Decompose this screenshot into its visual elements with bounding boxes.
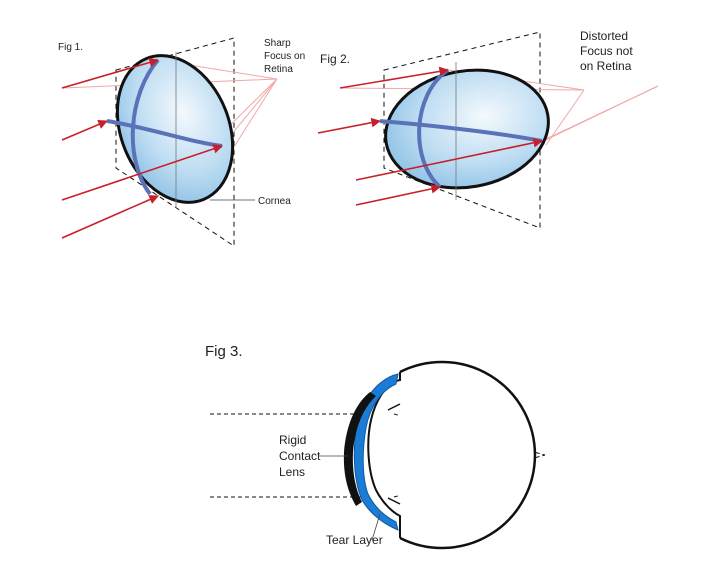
fig1-focal-plane [115,37,235,247]
fig3-rigid-lens [343,392,376,506]
fig3-title: Fig 3. [205,343,243,360]
fig2-incoming-rays [317,66,543,206]
fig2-focus-label-3: on Retina [580,59,632,73]
fig2-focus-label-2: Focus not [580,44,633,58]
fig3-tear-pointer [371,513,381,541]
fig3-eyeball [399,360,537,550]
fig2-horizontal-meridian [379,119,543,143]
figure-1: Fig 1. Sharp Focus on Retina Cornea [58,37,305,247]
figure-3: Fig 3. Rigid Contact Lens Tear Layer [205,343,546,550]
fig3-iris-top [387,403,401,411]
fig3-tear-layer [353,373,399,531]
fig1-focus-label-1: Sharp [264,38,291,49]
fig3-lens-label-3: Lens [279,465,305,479]
fig3-lens-label-2: Contact [279,449,321,463]
fig1-focus-label-3: Retina [264,64,293,75]
fig1-incoming-rays [61,57,223,239]
fig2-vertical-meridian [417,68,450,189]
fig3-tear-label: Tear Layer [326,533,383,547]
fig2-title: Fig 2. [320,52,350,66]
fig1-cornea [115,54,235,204]
fig2-focus-label-1: Distorted [580,29,628,43]
fig1-focus-label-2: Focus on [264,51,305,62]
fig1-horizontal-meridian [106,119,223,148]
figure-2: Fig 2. Distorted Focus not on Retina [317,29,659,229]
fig3-iris-bottom [387,497,401,505]
fig1-cornea-label: Cornea [258,196,291,207]
fig3-lens-label-1: Rigid [279,433,306,447]
fig1-title: Fig 1. [58,42,83,53]
